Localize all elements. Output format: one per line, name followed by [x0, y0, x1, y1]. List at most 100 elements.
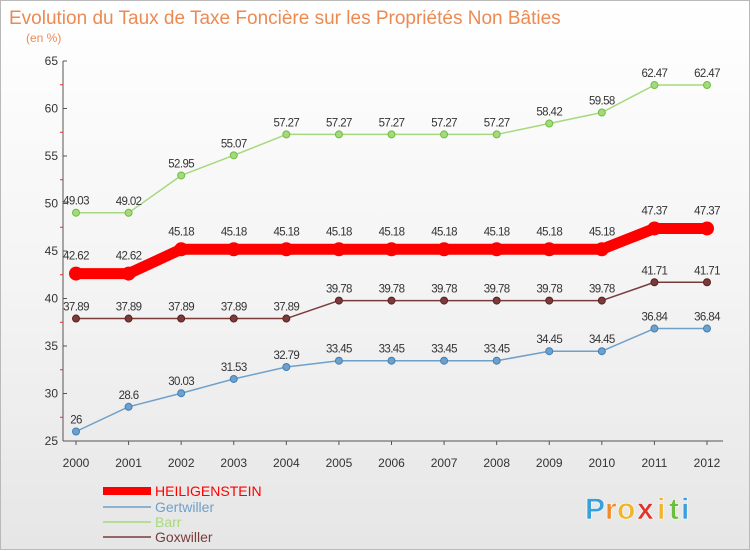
y-tick-label: 65 [45, 54, 59, 68]
legend-label-gertwiller: Gertwiller [155, 499, 214, 515]
data-point [124, 314, 133, 323]
data-point [387, 296, 396, 305]
data-point [72, 208, 80, 217]
logo-letter: r [605, 493, 617, 526]
x-tick-label: 2009 [536, 456, 563, 470]
data-point [440, 356, 449, 365]
data-point [440, 296, 449, 305]
data-label: 34.45 [589, 334, 615, 346]
data-label: 37.89 [221, 302, 247, 314]
data-label: 57.27 [484, 117, 510, 129]
data-point [542, 242, 557, 257]
data-label: 45.18 [221, 226, 247, 238]
data-point [334, 356, 343, 365]
data-point [387, 356, 396, 365]
data-label: 32.79 [273, 350, 299, 362]
legend-label-heiligenstein: HEILIGENSTEIN [155, 483, 262, 499]
data-label: 45.18 [536, 226, 562, 238]
data-point [229, 374, 238, 383]
data-point [703, 324, 711, 333]
y-tick-label: 35 [45, 339, 59, 353]
logo-letter: i [681, 493, 689, 526]
data-point [545, 296, 554, 305]
x-tick-label: 2005 [326, 456, 353, 470]
data-point [174, 242, 189, 257]
x-tick-label: 2010 [588, 456, 615, 470]
data-point [650, 278, 659, 287]
data-label: 62.47 [694, 68, 720, 80]
chart-title: Evolution du Taux de Taxe Foncière sur l… [9, 8, 561, 29]
data-point [177, 389, 186, 398]
data-label: 39.78 [379, 284, 405, 296]
data-label: 49.02 [116, 196, 142, 208]
data-point [177, 314, 186, 323]
data-point [69, 266, 83, 281]
y-tick-label: 40 [45, 292, 59, 306]
data-label: 41.71 [642, 265, 668, 277]
x-tick-label: 2011 [642, 456, 668, 470]
data-label: 52.95 [168, 158, 194, 170]
data-point [226, 242, 241, 257]
data-label: 33.45 [431, 344, 457, 356]
data-label: 26 [70, 415, 82, 427]
data-point [72, 427, 80, 436]
y-tick-label: 30 [45, 387, 59, 401]
data-point [440, 130, 449, 139]
data-point [229, 314, 238, 323]
data-label: 37.89 [273, 302, 299, 314]
data-point [334, 296, 343, 305]
logo-letter: i [657, 493, 665, 526]
data-label: 33.45 [379, 344, 405, 356]
data-label: 31.53 [221, 362, 247, 374]
x-tick-label: 2006 [378, 456, 405, 470]
y-tick-label: 50 [45, 197, 59, 211]
x-tick-label: 2001 [115, 456, 142, 470]
x-tick-label: 2002 [168, 456, 195, 470]
data-label: 45.18 [326, 226, 352, 238]
data-label: 57.27 [326, 117, 352, 129]
logo-letter: o [617, 493, 635, 526]
x-tick-label: 2003 [220, 456, 247, 470]
data-point [703, 81, 711, 90]
data-point [334, 130, 343, 139]
data-label: 37.89 [63, 302, 89, 314]
data-label: 47.37 [694, 205, 720, 217]
data-label: 36.84 [694, 312, 721, 324]
data-label: 59.58 [589, 95, 615, 107]
data-label: 45.18 [484, 226, 510, 238]
data-label: 45.18 [379, 226, 405, 238]
data-point [650, 81, 659, 90]
data-label: 45.18 [168, 226, 194, 238]
data-label: 57.27 [273, 117, 299, 129]
data-label: 39.78 [431, 284, 457, 296]
data-point [594, 242, 609, 257]
y-tick-label: 60 [45, 102, 59, 116]
legend-label-barr: Barr [155, 514, 182, 530]
logo-letter: x [637, 493, 654, 526]
data-point [597, 108, 606, 117]
x-tick-label: 2004 [273, 456, 300, 470]
data-point [387, 130, 396, 139]
x-tick-label: 2000 [63, 456, 90, 470]
data-label: 37.89 [116, 302, 142, 314]
data-point [650, 324, 659, 333]
data-label: 36.84 [642, 312, 669, 324]
data-label: 49.03 [63, 196, 89, 208]
data-point [124, 402, 133, 411]
series-layer [69, 81, 714, 436]
data-label: 34.45 [536, 334, 562, 346]
axes: 25 30 35 40 45 50 55 60 65 2000 2001 2002 2003 2004 20… [45, 54, 723, 470]
x-tick-label: 2007 [431, 456, 458, 470]
x-tick-label: 2012 [694, 456, 721, 470]
logo-letter: P [585, 493, 605, 526]
x-tick-label: 2008 [483, 456, 510, 470]
data-labels-layer: 42.62 42.62 45.18 45.18 45.18 45.18 45.18 45.18… [63, 68, 722, 427]
series-gertwiller [72, 324, 711, 436]
data-label: 39.78 [589, 284, 615, 296]
data-label: 45.18 [273, 226, 299, 238]
series-barr [72, 81, 711, 217]
data-label: 58.42 [536, 107, 562, 119]
data-label: 47.37 [642, 205, 668, 217]
